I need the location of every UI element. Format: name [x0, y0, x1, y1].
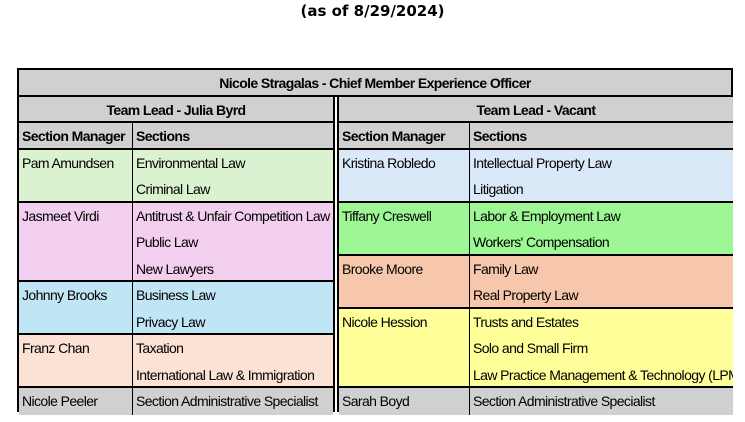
section-name: Taxation: [136, 340, 184, 356]
section-name: Business Law: [136, 287, 216, 303]
section-manager-name: Franz Chan: [19, 335, 133, 388]
sections-list: Taxation International Law & Immigration: [133, 335, 333, 388]
team-divider: [333, 96, 339, 412]
org-chart-table: Nicole Stragalas - Chief Member Experien…: [17, 68, 733, 415]
section-manager-name: Sarah Boyd: [339, 388, 470, 415]
sections-list: Family Law Real Property Law: [470, 255, 733, 309]
chief-officer-title: Nicole Stragalas - Chief Member Experien…: [19, 70, 731, 97]
section-name: Criminal Law: [136, 181, 210, 197]
sections-list: Environmental Law Criminal Law: [133, 149, 333, 203]
section-name: Public Law: [136, 234, 198, 250]
sections-header: Sections: [133, 123, 333, 150]
section-manager-name: Jasmeet Virdi: [19, 202, 133, 282]
sections-list: Intellectual Property Law Litigation: [470, 149, 733, 203]
sections-list: Trusts and Estates Solo and Small Firm Law…: [470, 308, 733, 388]
section-name: Privacy Law: [136, 313, 205, 330]
section-name: Section Administrative Specialist: [136, 393, 318, 409]
section-name: Family Law: [473, 260, 538, 277]
section-name: Real Property Law: [473, 287, 579, 303]
section-name: Law Practice Management & Technology (LP…: [473, 366, 733, 383]
section-manager-name: Tiffany Creswell: [339, 202, 470, 256]
section-name: Intellectual Property Law: [473, 154, 612, 171]
sections-header: Sections: [470, 123, 733, 150]
section-name: Trusts and Estates: [473, 313, 579, 330]
sections-list: Section Administrative Specialist: [470, 388, 733, 415]
section-name: Labor & Employment Law: [473, 207, 621, 224]
section-name: Workers' Compensation: [473, 234, 610, 250]
section-manager-name: Nicole Peeler: [19, 388, 133, 415]
section-manager-header: Section Manager: [19, 123, 133, 150]
section-manager-header: Section Manager: [339, 123, 470, 150]
section-name: Section Administrative Specialist: [473, 393, 655, 409]
sections-list: Business Law Privacy Law: [133, 282, 333, 335]
section-manager-name: Brooke Moore: [339, 255, 470, 309]
as-of-date: (as of 8/29/2024): [300, 2, 445, 20]
sections-list: Labor & Employment Law Workers' Compensat…: [470, 202, 733, 256]
sections-list: Antitrust & Unfair Competition Law Public…: [133, 202, 333, 282]
section-name: Environmental Law: [136, 154, 245, 171]
section-name: International Law & Immigration: [136, 366, 315, 383]
team-lead-header: Team Lead - Vacant: [339, 96, 733, 123]
section-name: Litigation: [473, 181, 524, 197]
sections-list: Section Administrative Specialist: [133, 388, 333, 415]
section-name: Solo and Small Firm: [473, 340, 588, 356]
section-manager-name: Johnny Brooks: [19, 282, 133, 335]
section-manager-name: Pam Amundsen: [19, 149, 133, 203]
team-lead-header: Team Lead - Julia Byrd: [19, 96, 333, 123]
section-name: New Lawyers: [136, 260, 214, 277]
section-manager-name: Kristina Robledo: [339, 149, 470, 203]
section-manager-name: Nicole Hession: [339, 308, 470, 388]
section-name: Antitrust & Unfair Competition Law: [136, 207, 330, 224]
